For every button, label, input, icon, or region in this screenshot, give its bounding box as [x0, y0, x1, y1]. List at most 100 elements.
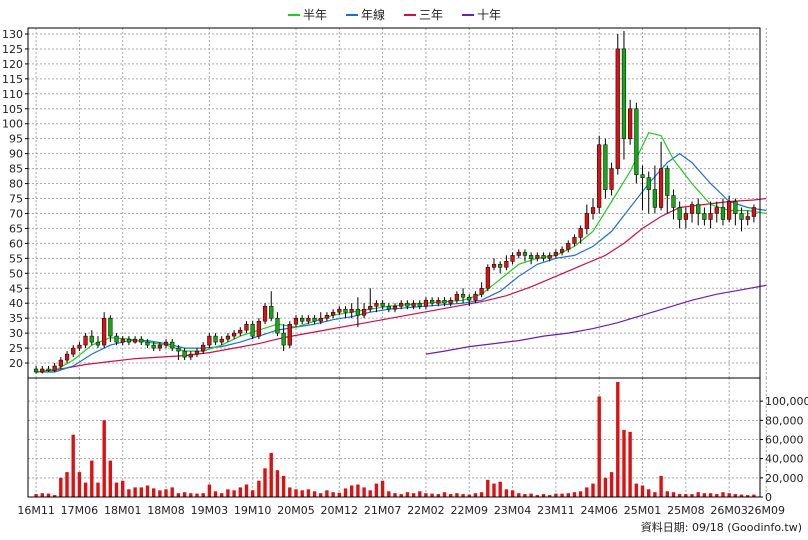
candle — [714, 201, 719, 223]
volume-bar — [46, 493, 51, 497]
candle-body — [405, 302, 410, 307]
candle-body — [318, 317, 323, 322]
candle-body — [454, 293, 459, 301]
volume-bar — [232, 490, 236, 497]
candle-body — [71, 347, 76, 355]
volume-bar — [108, 460, 112, 497]
candle-body — [244, 323, 249, 331]
candle — [566, 240, 571, 253]
candle — [232, 330, 237, 340]
volume-grid — [28, 378, 767, 497]
candle-body — [751, 207, 756, 217]
price-tick-label: 120 — [2, 58, 23, 71]
candle — [368, 288, 373, 313]
volume-bar — [733, 494, 737, 497]
price-tick-label: 20 — [9, 357, 23, 370]
price-tick-label: 110 — [2, 88, 23, 101]
volume-bar — [486, 479, 490, 498]
price-tick-label: 30 — [9, 327, 23, 340]
candle-body — [287, 323, 292, 346]
candle-body — [628, 108, 633, 139]
candle — [275, 312, 280, 337]
candle-body — [547, 255, 552, 259]
candle-body — [399, 302, 404, 307]
x-tick-label: 22M02 — [407, 504, 445, 517]
candle — [535, 252, 540, 262]
candle — [139, 336, 144, 346]
candle — [751, 204, 756, 223]
candle — [541, 252, 546, 262]
candle-body — [306, 317, 311, 322]
volume-bar — [337, 492, 341, 497]
candle — [460, 288, 466, 304]
volume-bar — [158, 490, 162, 497]
volume-bar — [127, 489, 131, 497]
volume-bar — [566, 493, 570, 497]
candle — [89, 330, 94, 346]
candle-body — [355, 308, 360, 316]
x-tick-label: 24M06 — [580, 504, 618, 517]
candle-body — [380, 302, 385, 307]
candle-body — [139, 338, 144, 343]
candle — [423, 297, 429, 310]
candle-body — [176, 347, 181, 352]
candle-body — [566, 243, 571, 250]
candle-body — [430, 299, 435, 304]
candle — [733, 198, 738, 226]
candle-body — [559, 249, 565, 253]
candle — [516, 249, 521, 259]
volume-bar — [616, 382, 620, 497]
candle — [33, 366, 39, 374]
candle-body — [541, 255, 546, 259]
candle — [510, 252, 515, 265]
candle — [745, 210, 750, 226]
candle — [380, 300, 385, 310]
candle-body — [213, 335, 218, 343]
legend-item: 十年 — [462, 8, 501, 22]
candle — [244, 321, 249, 334]
candle-body — [733, 201, 738, 214]
candle — [547, 252, 552, 262]
x-tick-label: 22M09 — [451, 504, 489, 517]
volume-bar — [473, 493, 478, 497]
candle-body — [460, 293, 466, 298]
volume-tick-label: 80,000 — [765, 414, 804, 427]
plot-frames — [27, 27, 761, 498]
candle-body — [151, 344, 156, 349]
x-tick-label: 19M10 — [234, 504, 272, 517]
candle-body — [58, 359, 63, 367]
candle — [293, 315, 299, 328]
price-tick-label: 40 — [9, 297, 23, 310]
candle-body — [207, 335, 212, 346]
candle — [634, 102, 639, 184]
candle — [473, 291, 478, 304]
candle — [559, 246, 565, 256]
volume-bar — [65, 472, 69, 497]
volume-bar — [269, 452, 273, 497]
volume-bar — [145, 485, 150, 497]
volume-bar — [653, 492, 657, 497]
candle — [665, 165, 670, 214]
volume-bar — [189, 493, 193, 497]
candle-body — [157, 344, 162, 349]
candle-body — [256, 320, 261, 337]
x-tick-label: 26M09 — [748, 504, 786, 517]
candle-body — [77, 344, 82, 349]
candle-body — [33, 368, 39, 373]
candle-body — [671, 195, 676, 208]
candle-body — [516, 252, 521, 256]
candle-body — [640, 174, 645, 178]
volume-bar — [312, 491, 317, 498]
candle — [467, 294, 472, 307]
candle — [671, 189, 676, 220]
x-tick-label: 16M11 — [17, 504, 55, 517]
volume-bar — [300, 490, 304, 497]
candle-body — [331, 311, 336, 316]
candle — [498, 261, 503, 274]
candle-body — [349, 308, 354, 313]
volume-plot-frame — [27, 377, 761, 498]
candle — [188, 351, 193, 361]
candle-body — [262, 305, 268, 322]
volume-bar — [96, 482, 100, 497]
volume-bar — [572, 492, 577, 497]
